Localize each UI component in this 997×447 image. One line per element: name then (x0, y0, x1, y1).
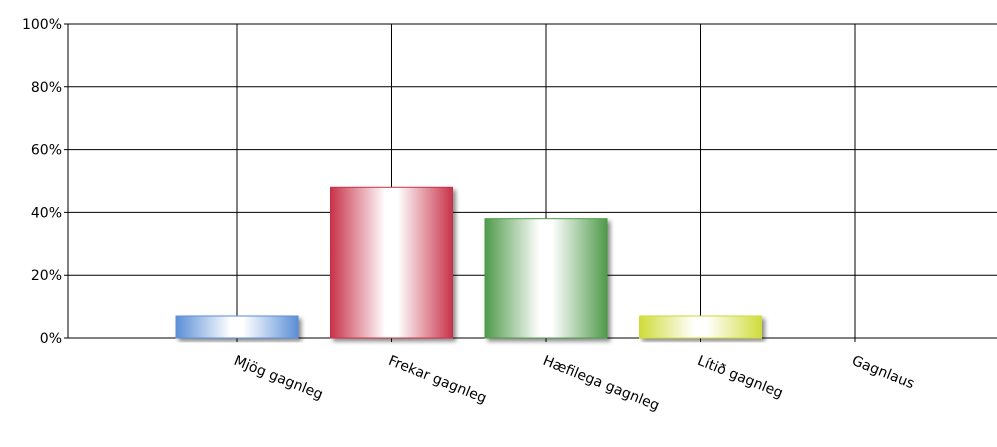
y-tick-label: 80% (31, 80, 62, 96)
y-tick-label: 60% (31, 143, 62, 159)
y-tick-label: 20% (31, 268, 62, 284)
chart-grid (64, 23, 997, 342)
x-tick-label: Hæfilega gagnleg (541, 353, 662, 414)
bar (484, 218, 608, 339)
chart-bars (175, 186, 762, 339)
y-tick-label: 40% (31, 205, 62, 221)
x-tick-label: Mjög gagnleg (232, 353, 326, 403)
bar (639, 315, 762, 339)
y-tick-label: 0% (40, 331, 62, 347)
bar (175, 315, 299, 339)
x-tick-label: Frekar gagnleg (386, 353, 489, 407)
bar (330, 186, 453, 339)
y-tick-label: 100% (22, 17, 62, 33)
x-tick-label: Lítið gagnleg (695, 353, 785, 402)
x-tick-label: Gagnlaus (850, 353, 917, 392)
y-axis: 0% 20% 40% 60% 80% 100% (22, 17, 62, 347)
x-axis: Mjög gagnleg Frekar gagnleg Hæfilega gagnl… (232, 353, 917, 414)
